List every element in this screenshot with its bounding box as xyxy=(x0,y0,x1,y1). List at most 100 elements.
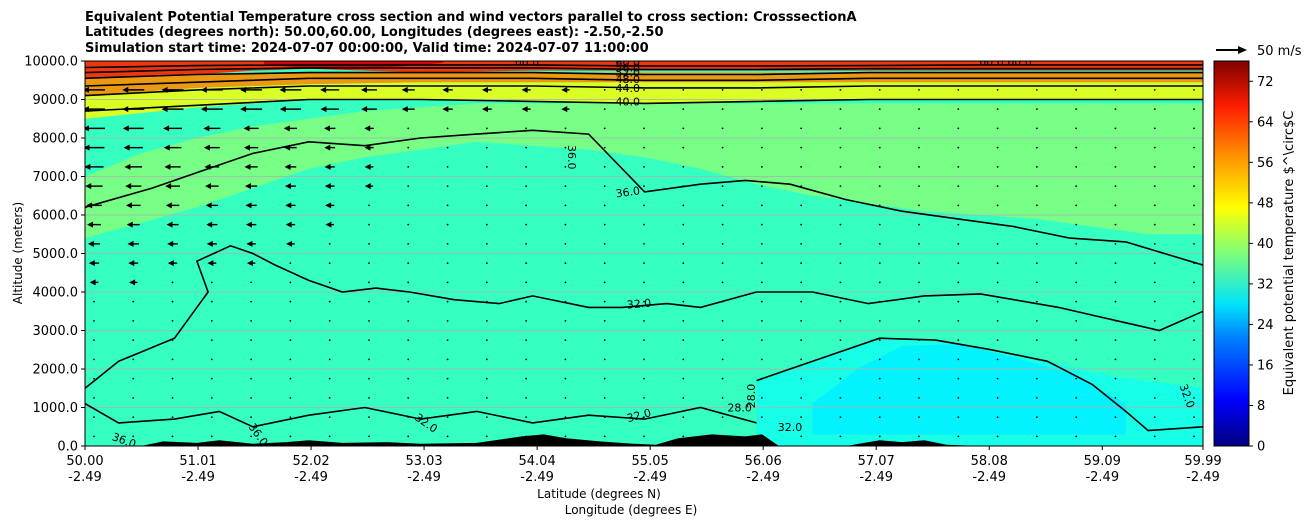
wind-vector xyxy=(760,300,763,303)
wind-vector xyxy=(721,185,724,188)
contour-label: 28.0 xyxy=(745,384,758,409)
wind-vector xyxy=(721,281,724,284)
wind-vector-head xyxy=(205,202,212,209)
wind-vector xyxy=(878,223,881,226)
wind-vector xyxy=(603,146,606,149)
wind-vector xyxy=(171,396,174,399)
wind-vector xyxy=(643,339,645,342)
wind-vector xyxy=(525,242,528,245)
wind-vector xyxy=(957,377,960,380)
wind-vector xyxy=(760,319,763,322)
wind-vector-head xyxy=(481,86,488,93)
wind-vector xyxy=(957,108,960,111)
wind-vector xyxy=(643,146,645,149)
wind-vector xyxy=(1193,358,1195,361)
wind-vector xyxy=(721,146,724,149)
wind-vector xyxy=(878,358,881,361)
wind-vector-head xyxy=(128,260,135,267)
wind-vector xyxy=(957,204,960,207)
contour-label: 56.0 xyxy=(616,62,641,75)
wind-vector xyxy=(603,396,606,399)
wind-vector-head xyxy=(122,86,129,93)
wind-vector xyxy=(407,262,410,265)
wind-vector xyxy=(603,185,606,188)
wind-vector-head xyxy=(207,260,214,267)
wind-vector xyxy=(996,127,999,130)
wind-vector xyxy=(132,339,135,342)
wind-vector xyxy=(643,185,645,188)
wind-vector xyxy=(957,300,960,303)
wind-vector xyxy=(878,281,881,284)
wind-vector xyxy=(132,319,135,322)
wind-vector-head xyxy=(200,86,207,93)
wind-vector xyxy=(1035,319,1038,322)
colorbar: 0 8 16 24 32 40 48 56 64 72 Equivalent potential … xyxy=(1213,60,1297,455)
wind-vector xyxy=(446,339,449,342)
wind-vector xyxy=(289,339,292,342)
wind-vector xyxy=(485,416,488,419)
wind-vector xyxy=(1035,281,1038,284)
wind-vector xyxy=(721,223,724,226)
wind-vector xyxy=(93,416,95,419)
wind-vector xyxy=(1114,358,1117,361)
wind-vector xyxy=(93,319,95,322)
contour-label: 44.0 xyxy=(616,82,641,95)
x-tick-label-longitude: -2.49 xyxy=(294,470,328,485)
wind-vector xyxy=(878,416,881,419)
wind-vector xyxy=(603,88,606,91)
wind-vector xyxy=(210,281,213,284)
wind-vector xyxy=(171,281,174,284)
wind-vector xyxy=(721,88,724,91)
x-tick-label-longitude: -2.49 xyxy=(859,470,893,485)
wind-vector-head xyxy=(364,125,371,132)
wind-vector xyxy=(996,435,999,438)
wind-vector-head xyxy=(125,202,132,209)
wind-vector xyxy=(171,339,174,342)
wind-vector xyxy=(1153,165,1156,168)
wind-vector xyxy=(800,416,803,419)
wind-vector xyxy=(1153,416,1156,419)
wind-vector xyxy=(682,262,685,265)
wind-vector xyxy=(721,108,724,111)
wind-vector xyxy=(839,396,842,399)
wind-vector xyxy=(1075,281,1078,284)
wind-vector xyxy=(1114,416,1117,419)
wind-key-arrow-head xyxy=(1238,46,1247,54)
wind-vector-head xyxy=(165,183,172,190)
wind-vector xyxy=(643,416,645,419)
wind-vector xyxy=(1075,185,1078,188)
wind-vector xyxy=(1114,223,1117,226)
wind-vector xyxy=(918,127,920,130)
wind-vector xyxy=(1075,242,1078,245)
wind-vector xyxy=(957,416,960,419)
x-tick-label-latitude: 58.08 xyxy=(971,454,1008,469)
wind-vector xyxy=(682,223,685,226)
x-tick-label-longitude: -2.49 xyxy=(181,470,215,485)
wind-vector xyxy=(407,416,410,419)
wind-vector xyxy=(171,416,174,419)
wind-vector xyxy=(525,262,528,265)
wind-vector-head xyxy=(203,125,210,132)
wind-vector xyxy=(957,262,960,265)
wind-vector xyxy=(525,416,528,419)
wind-vector xyxy=(643,127,645,130)
wind-vector xyxy=(446,223,449,226)
wind-vector xyxy=(1193,396,1195,399)
wind-vector xyxy=(328,416,331,419)
wind-vector xyxy=(878,339,881,342)
wind-vector xyxy=(996,396,999,399)
wind-vector xyxy=(760,396,763,399)
wind-vector xyxy=(564,319,567,322)
wind-vector xyxy=(643,319,645,322)
wind-vector xyxy=(328,396,331,399)
wind-vector xyxy=(446,358,449,361)
wind-vector-head xyxy=(442,106,449,113)
wind-vector xyxy=(1035,146,1038,149)
wind-vector xyxy=(250,396,253,399)
wind-vector xyxy=(682,339,685,342)
contour-label: 32.0 xyxy=(778,421,803,434)
wind-vector xyxy=(1153,242,1156,245)
wind-vector-head xyxy=(205,183,212,190)
contour-label: 40.0 xyxy=(616,95,641,108)
wind-vector xyxy=(525,165,528,168)
